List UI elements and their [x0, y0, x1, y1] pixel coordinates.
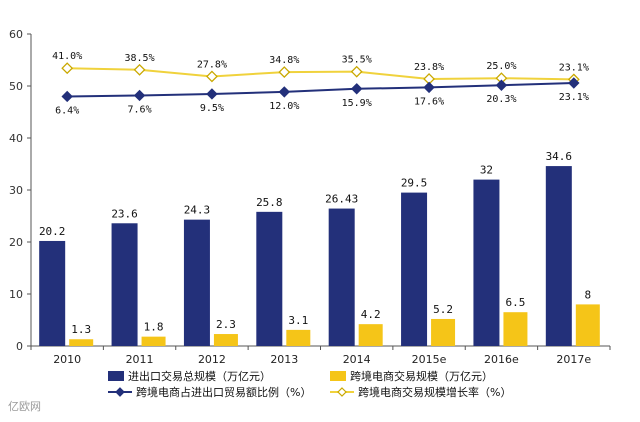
bar-total-trade-label: 23.6 — [111, 207, 138, 220]
y-tick-label: 60 — [9, 28, 23, 41]
x-tick-label: 2015e — [412, 353, 447, 366]
legend-swatch — [108, 371, 124, 381]
share-label: 7.6% — [128, 104, 152, 115]
y-tick-label: 0 — [16, 340, 23, 353]
share-marker — [278, 86, 291, 98]
x-tick-label: 2017e — [556, 353, 591, 366]
legend-marker — [115, 387, 125, 397]
share-marker — [133, 89, 146, 102]
bar-total-trade — [545, 166, 572, 346]
legend-label: 跨境电商交易规模（万亿元） — [350, 369, 493, 383]
bar-total-trade-label: 26.43 — [325, 193, 358, 206]
growth-rate-marker — [61, 62, 74, 75]
share-label: 15.9% — [342, 98, 372, 109]
share-marker — [568, 77, 580, 89]
x-tick-label: 2014 — [343, 353, 371, 366]
bar-total-trade-label: 25.8 — [256, 196, 283, 209]
x-tick-label: 2010 — [53, 353, 81, 366]
share-marker — [495, 79, 508, 91]
growth-rate-label: 35.5% — [342, 55, 372, 66]
bar-ecommerce — [431, 318, 456, 346]
lines — [61, 62, 580, 103]
bar-total-trade-label: 29.5 — [401, 177, 428, 190]
legend-label: 进出口交易总规模（万亿元） — [128, 369, 271, 383]
legend-swatch — [330, 371, 346, 381]
growth-rate-label: 38.5% — [125, 53, 155, 64]
y-tick-label: 50 — [9, 80, 23, 93]
x-tick-label: 2016e — [484, 353, 519, 366]
growth-rate-marker — [350, 65, 363, 78]
legend: 进出口交易总规模（万亿元） 跨境电商交易规模（万亿元） 跨境电商占进出口贸易额比例（… — [108, 369, 511, 399]
legend-label: 跨境电商占进出口贸易额比例（%） — [136, 385, 311, 399]
bar-total-trade — [328, 208, 355, 346]
bar-ecommerce-label: 6.5 — [506, 296, 526, 309]
bar-total-trade-label: 20.2 — [39, 225, 66, 238]
share-label: 9.5% — [200, 103, 224, 114]
bar-ecommerce-label: 1.3 — [71, 323, 91, 336]
bar-ecommerce-label: 1.8 — [144, 321, 164, 334]
bar-ecommerce — [213, 334, 238, 346]
x-tick-label: 2011 — [126, 353, 154, 366]
growth-rate-marker — [133, 63, 146, 76]
y-tick-label: 30 — [9, 184, 23, 197]
bar-ecommerce-label: 2.3 — [216, 318, 236, 331]
share-marker — [423, 81, 435, 94]
data-labels: 20.2 1.3 23.6 1.8 24.3 2.3 25.8 3.1 26.43 4.2 29.5… — [39, 51, 591, 336]
bar-ecommerce-label: 8 — [585, 288, 592, 301]
bar-ecommerce — [503, 312, 528, 346]
x-tick-label: 2013 — [270, 353, 298, 366]
share-label: 23.1% — [559, 92, 589, 103]
growth-rate-label: 23.1% — [559, 62, 589, 73]
y-tick-label: 10 — [9, 288, 23, 301]
bar-total-trade — [256, 211, 283, 346]
growth-rate-label: 23.8% — [414, 62, 444, 73]
bar-ecommerce — [141, 336, 166, 346]
legend-marker — [337, 387, 347, 397]
bar-ecommerce — [358, 324, 383, 346]
share-marker — [350, 83, 363, 95]
share-label: 6.4% — [55, 105, 79, 116]
y-tick-label: 40 — [9, 132, 23, 145]
x-tick-label: 2012 — [198, 353, 226, 366]
legend-label: 跨境电商交易规模增长率（%） — [358, 385, 511, 399]
bar-total-trade-label: 24.3 — [184, 204, 211, 217]
y-tick-label: 20 — [9, 236, 23, 249]
line-growth-rate — [67, 67, 574, 81]
share-label: 17.6% — [414, 96, 444, 107]
growth-rate-label: 25.0% — [486, 61, 516, 72]
bar-ecommerce-label: 5.2 — [433, 303, 453, 316]
share-marker — [206, 88, 218, 100]
bars — [39, 166, 600, 346]
bar-total-trade-label: 32 — [480, 164, 493, 177]
bar-ecommerce — [575, 304, 600, 346]
watermark-text: 亿欧网 — [8, 400, 41, 413]
share-label: 12.0% — [269, 101, 299, 112]
growth-rate-label: 34.8% — [269, 55, 299, 66]
bar-ecommerce-label: 3.1 — [288, 314, 308, 327]
bar-total-trade — [401, 192, 428, 346]
bar-total-trade — [473, 179, 500, 346]
share-label: 20.3% — [486, 94, 516, 105]
line-share — [67, 81, 574, 98]
growth-rate-label: 27.8% — [197, 59, 227, 70]
bar-total-trade — [39, 240, 66, 346]
bar-total-trade — [111, 223, 138, 346]
share-marker — [61, 90, 73, 103]
bar-total-trade-label: 34.6 — [546, 150, 573, 163]
bar-ecommerce-label: 4.2 — [361, 308, 381, 321]
growth-rate-marker — [206, 70, 218, 83]
axes: 0 10 20 30 40 50 60 2010 2011 2012 2013 2014 2015e 20… — [9, 28, 611, 366]
bar-ecommerce — [286, 329, 311, 346]
bar-ecommerce — [69, 339, 94, 346]
growth-rate-marker — [278, 66, 291, 79]
bar-total-trade — [183, 219, 210, 346]
growth-rate-label: 41.0% — [52, 51, 82, 62]
